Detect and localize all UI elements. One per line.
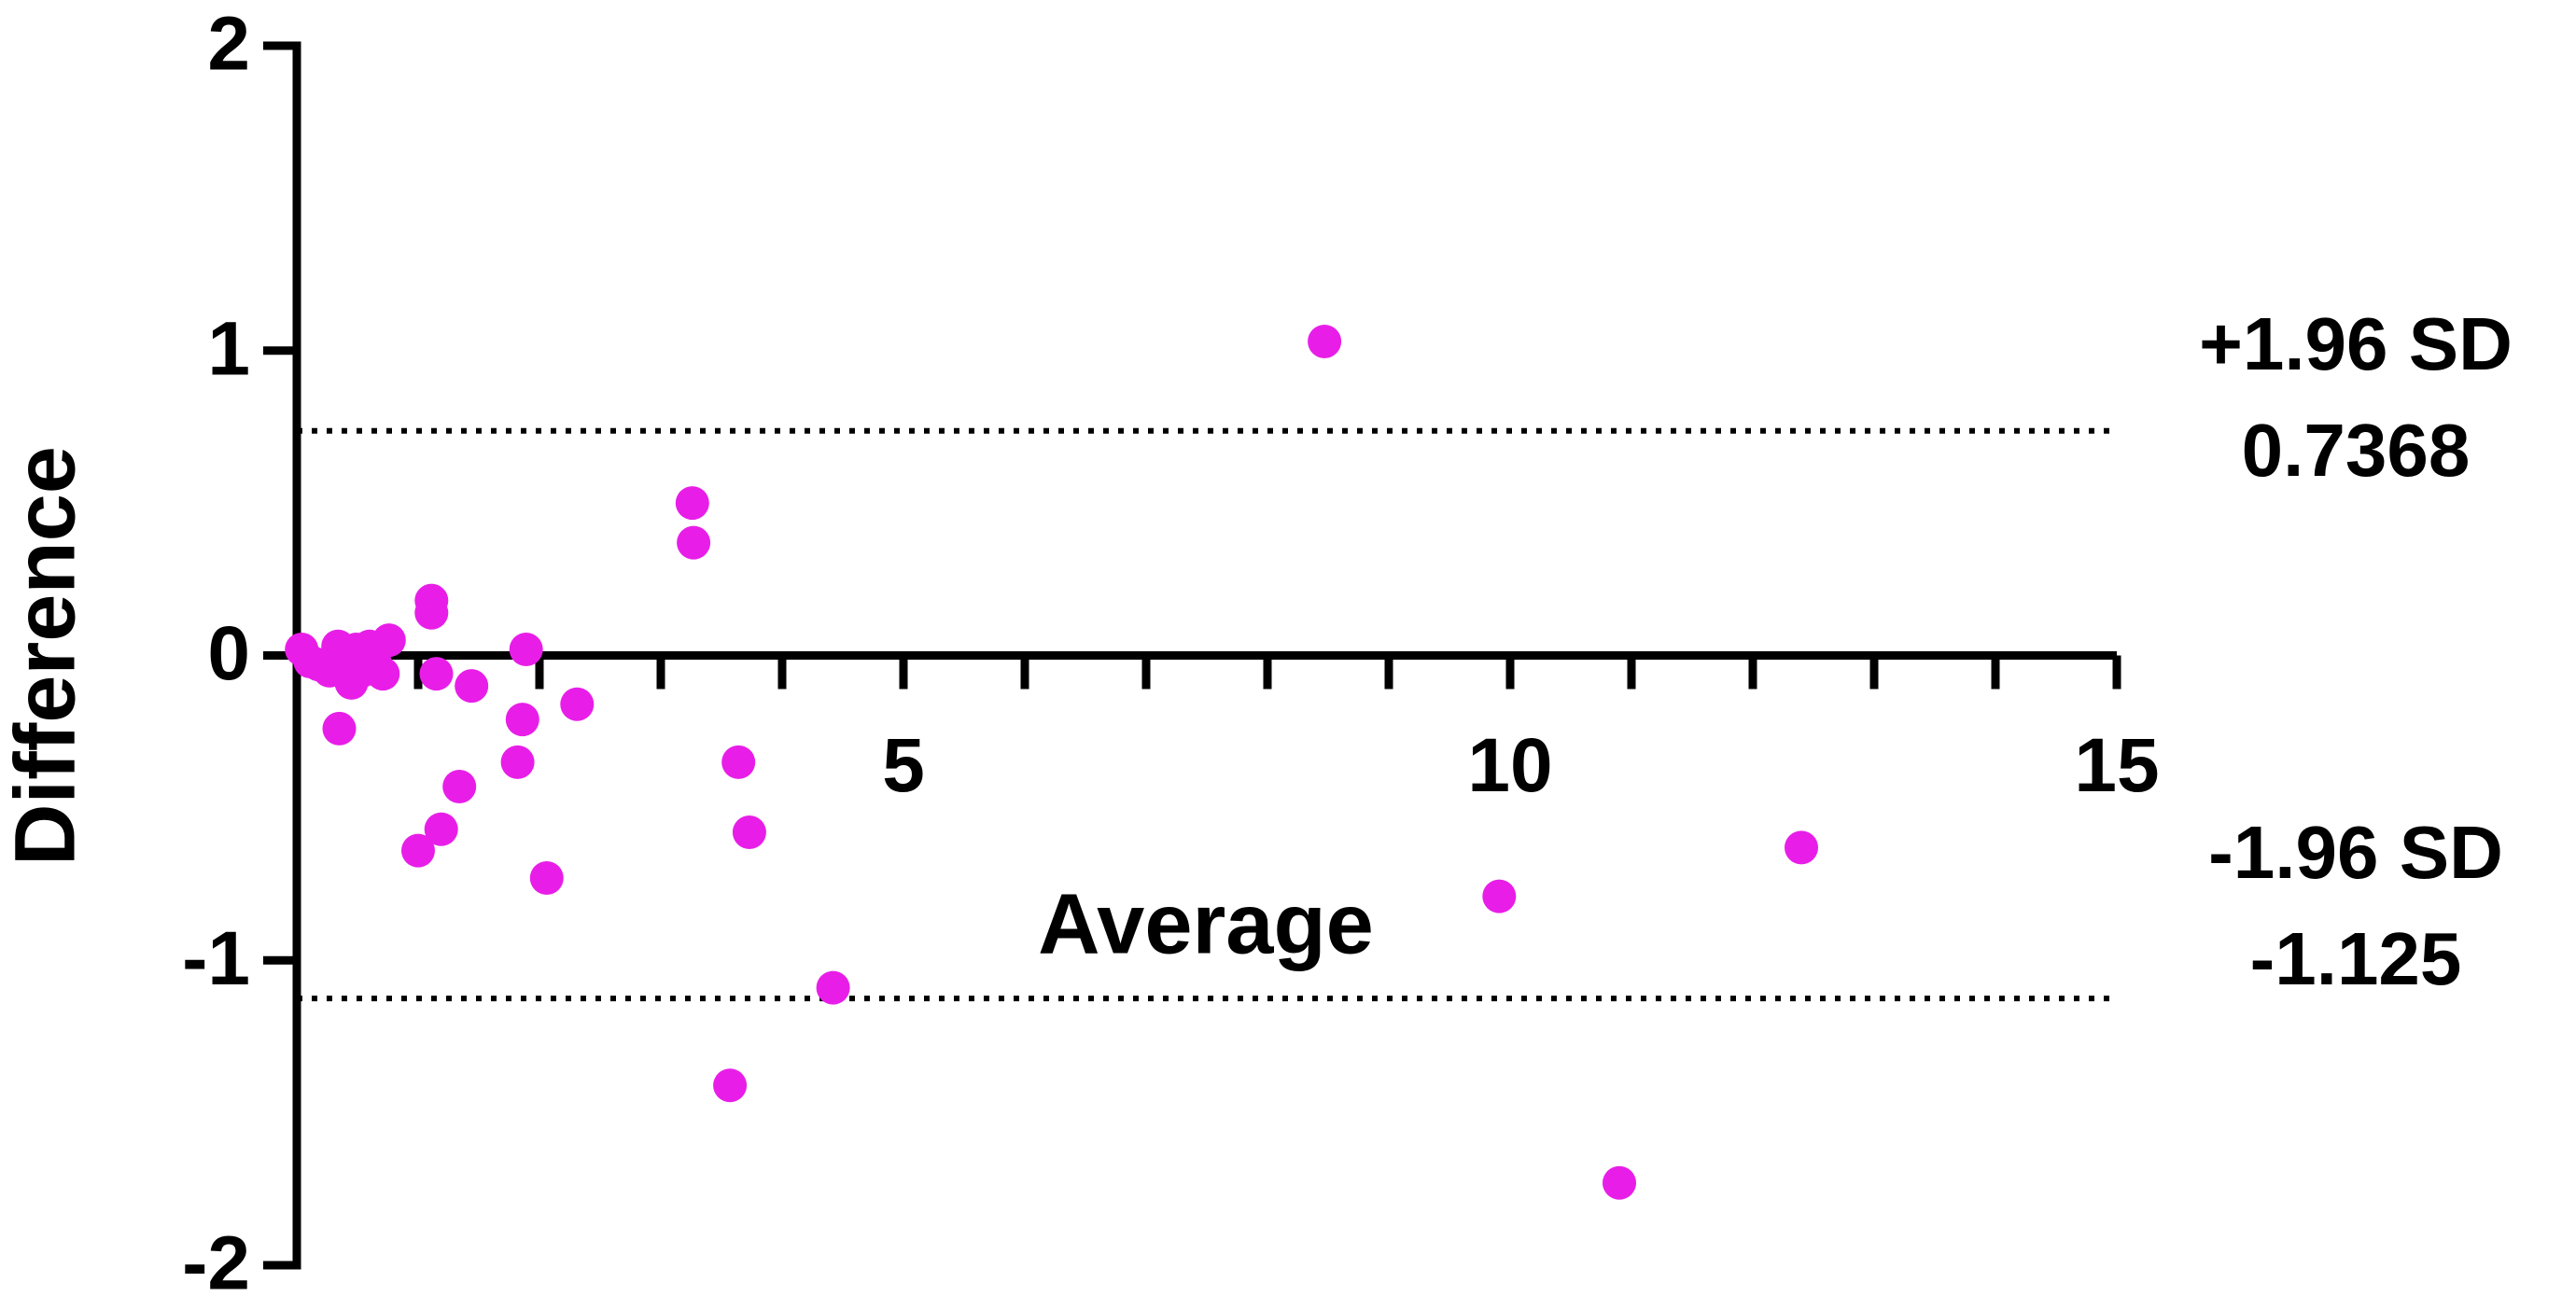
data-point — [414, 595, 449, 630]
data-point — [721, 745, 756, 779]
limit-label: +1.96 SD — [2199, 302, 2513, 385]
x-tick-label: 10 — [1467, 723, 1552, 808]
data-point — [442, 770, 477, 804]
x-axis-title: Average — [1038, 876, 1374, 971]
data-point — [419, 657, 454, 691]
data-point — [677, 525, 711, 560]
data-point — [1785, 830, 1818, 865]
data-point — [505, 703, 539, 737]
data-point — [1603, 1165, 1636, 1200]
limit-value: -1.125 — [2250, 917, 2462, 1000]
data-point — [366, 657, 400, 691]
y-tick-label: -2 — [182, 1221, 250, 1306]
data-point — [455, 669, 489, 704]
data-point — [529, 861, 564, 896]
x-tick-label: 15 — [2074, 723, 2159, 808]
data-point — [713, 1068, 748, 1103]
data-point — [1308, 324, 1342, 358]
y-tick-label: 1 — [207, 306, 250, 391]
data-point — [371, 623, 406, 658]
data-point — [424, 812, 458, 846]
data-point — [401, 833, 435, 868]
data-point — [816, 970, 850, 1005]
y-tick-label: 2 — [207, 2, 250, 87]
data-point — [560, 687, 595, 721]
data-point — [1482, 879, 1517, 913]
data-point — [509, 632, 543, 666]
y-axis-title: Difference — [0, 446, 92, 866]
data-point — [322, 711, 357, 746]
data-point — [500, 745, 535, 779]
x-tick-label: 5 — [882, 723, 925, 808]
limit-label: -1.96 SD — [2208, 811, 2503, 894]
data-point — [732, 815, 766, 850]
y-tick-label: -1 — [182, 916, 250, 1001]
y-tick-label: 0 — [207, 611, 250, 696]
data-point — [675, 486, 709, 521]
limit-value: 0.7368 — [2242, 409, 2471, 492]
